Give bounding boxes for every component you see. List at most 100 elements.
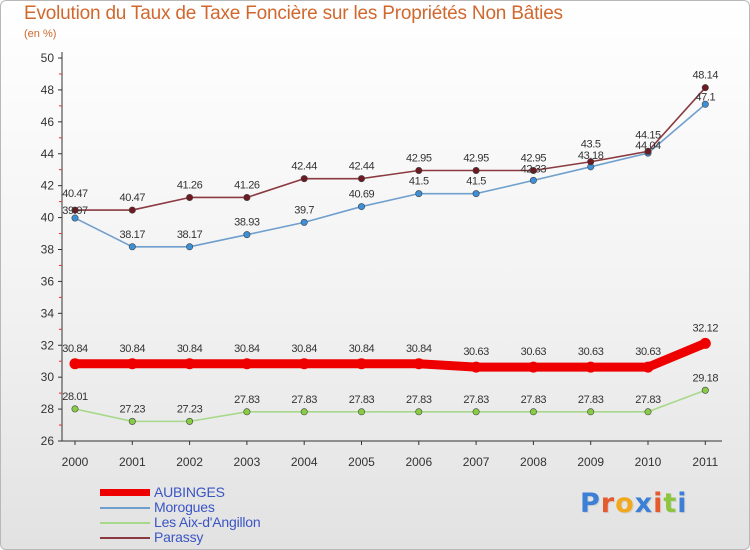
data-label-parassy: 40.47 (62, 188, 88, 200)
series-line-aubinges (70, 338, 710, 372)
data-point-les-aix-d-angillon (529, 408, 537, 416)
data-point-parassy (587, 158, 595, 166)
data-point-aubinges (298, 358, 310, 370)
data-point-morogues (357, 203, 365, 211)
data-point-les-aix-d-angillon (415, 408, 423, 416)
data-point-aubinges (126, 358, 138, 370)
data-label-les-aix-d-angillon: 28.01 (62, 391, 88, 403)
x-tick-label: 2010 (635, 455, 662, 469)
data-label-parassy: 48.14 (693, 70, 719, 82)
data-label-aubinges: 30.84 (349, 343, 375, 355)
data-label-les-aix-d-angillon: 27.83 (234, 394, 260, 406)
logo-letter: o (615, 488, 635, 519)
data-label-aubinges: 30.84 (62, 343, 88, 355)
data-label-morogues: 39.97 (62, 205, 88, 217)
data-label-morogues: 38.17 (177, 229, 203, 241)
legend-label-parassy: Parassy (154, 529, 204, 545)
y-tick-label: 46 (41, 115, 55, 129)
y-tick-label: 30 (41, 370, 55, 384)
data-point-parassy (529, 167, 537, 175)
legend-label-aubinges: AUBINGES (154, 484, 225, 500)
data-label-morogues: 38.17 (120, 229, 146, 241)
data-label-aubinges: 30.63 (463, 346, 489, 358)
data-label-les-aix-d-angillon: 27.83 (291, 394, 317, 406)
chart-title: Evolution du Taux de Taxe Foncière sur l… (24, 3, 563, 24)
data-label-parassy: 42.44 (349, 161, 375, 173)
data-label-parassy: 42.95 (463, 153, 489, 165)
logo-letter: i (677, 488, 688, 519)
series-line-parassy (74, 86, 707, 211)
data-point-les-aix-d-angillon (357, 408, 365, 416)
data-label-parassy: 41.26 (177, 179, 203, 191)
x-tick-label: 2011 (692, 455, 718, 469)
y-tick-label: 26 (41, 434, 55, 448)
data-point-aubinges (241, 358, 253, 370)
data-label-morogues: 42.33 (521, 163, 547, 175)
data-point-morogues (701, 100, 709, 108)
data-label-les-aix-d-angillon: 27.83 (635, 394, 661, 406)
data-point-aubinges (470, 361, 482, 373)
data-point-morogues (300, 218, 308, 226)
data-point-morogues (71, 214, 79, 222)
data-label-les-aix-d-angillon: 27.83 (463, 394, 489, 406)
data-label-aubinges: 30.63 (635, 346, 661, 358)
data-point-parassy (300, 175, 308, 183)
x-tick-label: 2008 (520, 455, 547, 469)
legend-swatch-parassy (100, 537, 150, 539)
y-tick-label: 28 (41, 402, 55, 416)
series-morogues (71, 100, 709, 251)
x-tick-label: 2006 (405, 455, 432, 469)
y-tick-label: 50 (41, 51, 55, 65)
data-point-les-aix-d-angillon (300, 408, 308, 416)
data-label-parassy: 43.5 (581, 139, 601, 151)
x-tick-label: 2007 (463, 455, 490, 469)
data-label-les-aix-d-angillon: 27.23 (177, 403, 203, 415)
data-point-parassy (415, 167, 423, 175)
logo-letter: r (600, 488, 616, 519)
data-label-aubinges: 30.84 (291, 343, 317, 355)
data-label-morogues: 40.69 (349, 189, 375, 201)
data-label-les-aix-d-angillon: 29.18 (693, 372, 719, 384)
logo-letter: t (663, 488, 678, 519)
y-tick-label: 44 (41, 147, 55, 161)
data-point-les-aix-d-angillon (243, 408, 251, 416)
legend-label-les-aix-d-angillon: Les Aix-d'Angillon (154, 514, 261, 530)
logo-letter: i (653, 488, 664, 519)
legend-swatch-morogues (100, 507, 150, 509)
data-label-aubinges: 30.84 (406, 343, 432, 355)
data-label-aubinges: 30.63 (578, 346, 604, 358)
data-label-morogues: 38.93 (234, 217, 260, 229)
y-tick-label: 48 (41, 83, 55, 97)
data-label-les-aix-d-angillon: 27.23 (120, 403, 146, 415)
series-aubinges (69, 337, 711, 373)
data-point-les-aix-d-angillon (587, 408, 595, 416)
data-point-parassy (128, 206, 136, 214)
y-tick-label: 40 (41, 211, 55, 225)
data-label-parassy: 42.95 (521, 153, 547, 165)
data-label-les-aix-d-angillon: 27.83 (521, 394, 547, 406)
data-point-morogues (243, 231, 251, 239)
data-label-les-aix-d-angillon: 27.83 (578, 394, 604, 406)
data-label-morogues: 43.18 (578, 150, 604, 162)
data-point-parassy (701, 84, 709, 92)
data-point-aubinges (699, 337, 711, 349)
y-tick-label: 32 (41, 338, 55, 352)
data-point-morogues (415, 190, 423, 198)
logo-letter: P (580, 488, 601, 519)
data-label-morogues: 47.1 (695, 91, 715, 103)
data-point-parassy (472, 167, 480, 175)
data-point-aubinges (184, 358, 196, 370)
data-point-morogues (472, 190, 480, 198)
legend-swatch-les-aix-d-angillon (100, 522, 150, 524)
data-label-morogues: 44.04 (635, 140, 661, 152)
legend-label-morogues: Morogues (154, 499, 215, 515)
series-les-aix-d-angillon (71, 386, 709, 425)
data-point-aubinges (642, 361, 654, 373)
data-point-aubinges (413, 358, 425, 370)
data-label-aubinges: 30.63 (521, 346, 547, 358)
data-label-aubinges: 30.84 (120, 343, 146, 355)
data-point-les-aix-d-angillon (472, 408, 480, 416)
data-point-aubinges (69, 358, 81, 370)
data-point-aubinges (527, 361, 539, 373)
